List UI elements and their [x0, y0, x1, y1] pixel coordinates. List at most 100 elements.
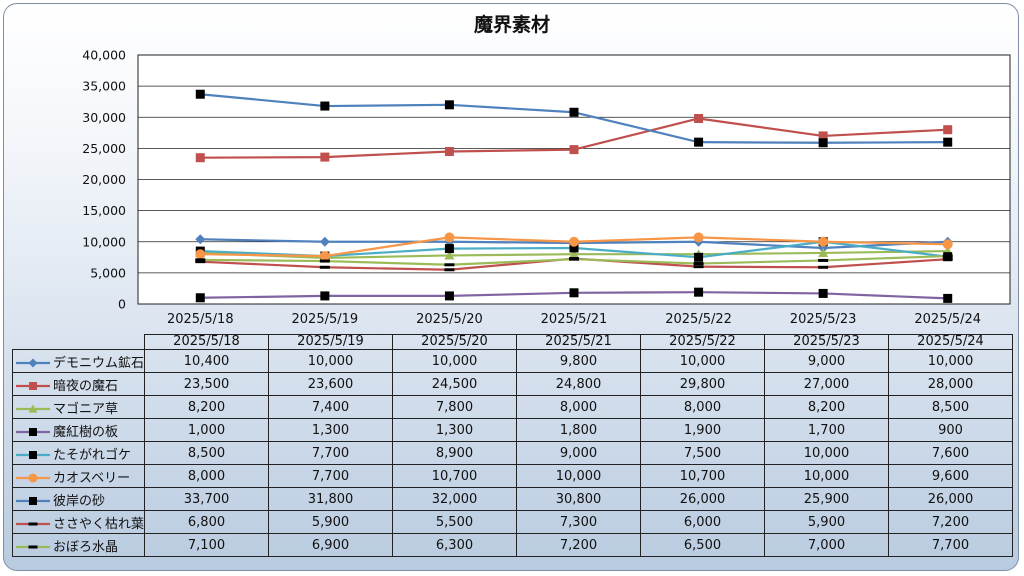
data-point — [444, 291, 454, 301]
table-cell: 10,000 — [764, 464, 890, 488]
y-tick-label: 30,000 — [82, 110, 126, 125]
legend-key — [16, 358, 50, 368]
table-cell: 8,200 — [764, 395, 890, 419]
table-cell: 10,700 — [392, 464, 518, 488]
table-cell: 6,000 — [640, 510, 766, 534]
series-name: 魔紅樹の板 — [53, 424, 119, 440]
table-cell: 8,000 — [640, 395, 766, 419]
data-point — [319, 259, 330, 263]
data-point — [195, 293, 205, 303]
table-header-row: 2025/5/18 2025/5/19 2025/5/20 2025/5/21 2025… — [12, 334, 1014, 350]
data-point — [195, 260, 206, 264]
legend-cell: たそがれゴケ — [11, 441, 146, 465]
table-cell: 9,000 — [764, 349, 890, 373]
table-header-cell: 2025/5/19 — [268, 334, 394, 350]
data-point — [320, 101, 330, 111]
table-cell: 6,900 — [268, 533, 394, 557]
legend-marker — [28, 545, 38, 549]
legend-key — [16, 404, 50, 413]
data-point — [195, 249, 206, 260]
x-tick-label: 2025/5/20 — [416, 312, 483, 327]
table-cell: 8,200 — [144, 395, 270, 419]
legend-cell: 魔紅樹の板 — [11, 418, 146, 442]
data-point — [569, 107, 579, 117]
table-cell: 24,500 — [392, 372, 518, 396]
data-point — [694, 287, 704, 297]
table-cell: 7,200 — [516, 533, 642, 557]
legend-cell: デモニウム鉱石 — [11, 349, 146, 373]
legend-cell: おぼろ水晶 — [11, 533, 146, 557]
data-point — [693, 265, 704, 269]
table-cell: 7,500 — [640, 441, 766, 465]
table-header-cell: 2025/5/21 — [516, 334, 642, 350]
table-cell: 10,000 — [392, 349, 518, 373]
table-cell: 9,800 — [516, 349, 642, 373]
data-point — [444, 100, 454, 110]
table-cell: 9,000 — [516, 441, 642, 465]
y-tick-label: 25,000 — [82, 141, 126, 156]
legend-cell: マゴニア草 — [11, 395, 146, 419]
table-cell: 30,800 — [516, 487, 642, 511]
table-cell: 6,800 — [144, 510, 270, 534]
x-tick-label: 2025/5/23 — [790, 312, 857, 327]
data-table: 2025/5/18 2025/5/19 2025/5/20 2025/5/21 2025… — [11, 334, 1014, 557]
legend-marker — [28, 522, 38, 526]
table-cell: 10,000 — [640, 349, 766, 373]
table-header-cell: 2025/5/20 — [392, 334, 518, 350]
x-tick-label: 2025/5/22 — [665, 312, 732, 327]
x-axis-ticks: 2025/5/18 2025/5/19 2025/5/20 2025/5/21 2025… — [167, 312, 981, 327]
data-point — [444, 250, 455, 260]
data-point — [942, 239, 953, 250]
series-name: デモニウム鉱石 — [53, 355, 145, 371]
table-cell: 1,800 — [516, 418, 642, 442]
legend-key — [16, 473, 50, 483]
table-cell: 1,300 — [268, 418, 394, 442]
data-point — [569, 243, 579, 253]
data-point — [319, 265, 330, 269]
series-name: おぼろ水晶 — [53, 539, 119, 555]
x-tick-label: 2025/5/19 — [292, 312, 359, 327]
data-point — [943, 137, 953, 147]
data-point — [818, 288, 828, 298]
x-tick-label: 2025/5/21 — [541, 312, 608, 327]
y-tick-label: 20,000 — [82, 172, 126, 187]
data-point — [319, 251, 330, 262]
series-name: カオスベリー — [53, 470, 131, 486]
data-point — [818, 138, 828, 148]
table-corner — [12, 334, 146, 350]
series-name: 暗夜の魔石 — [53, 378, 119, 394]
table-row: デモニウム鉱石 10,400 10,000 10,000 9,800 10,000 9,00… — [11, 349, 1014, 373]
table-cell: 25,900 — [764, 487, 890, 511]
table-cell: 23,600 — [268, 372, 394, 396]
table-cell: 10,000 — [888, 349, 1014, 373]
legend-cell: 暗夜の魔石 — [11, 372, 146, 396]
legend-marker — [28, 473, 38, 483]
y-tick-label: 10,000 — [82, 234, 126, 249]
legend-marker — [29, 451, 37, 459]
table-cell: 7,600 — [888, 441, 1014, 465]
table-cell: 10,700 — [640, 464, 766, 488]
legend-key — [16, 522, 50, 526]
x-tick-label: 2025/5/18 — [167, 312, 234, 327]
table-cell: 10,000 — [268, 349, 394, 373]
table-row: 彼岸の砂 33,700 31,800 32,000 30,800 26,000 25,900… — [11, 487, 1014, 511]
table-row: たそがれゴケ 8,500 7,700 8,900 9,000 7,500 10,000 7,6… — [11, 441, 1014, 465]
data-point — [818, 265, 829, 269]
table-cell: 26,000 — [640, 487, 766, 511]
table-cell: 7,800 — [392, 395, 518, 419]
data-point — [693, 232, 704, 243]
data-point — [818, 247, 829, 257]
series-name: マゴニア草 — [53, 401, 119, 417]
data-point — [320, 291, 330, 301]
table-header-cell: 2025/5/18 — [144, 334, 270, 350]
data-point — [444, 263, 455, 267]
table-cell: 7,700 — [268, 464, 394, 488]
legend-key — [16, 428, 50, 436]
table-cell: 8,000 — [516, 395, 642, 419]
table-cell: 7,400 — [268, 395, 394, 419]
table-cell: 27,000 — [764, 372, 890, 396]
data-point — [195, 234, 206, 245]
table-cell: 6,500 — [640, 533, 766, 557]
table-cell: 7,700 — [888, 533, 1014, 557]
data-point — [569, 236, 579, 247]
